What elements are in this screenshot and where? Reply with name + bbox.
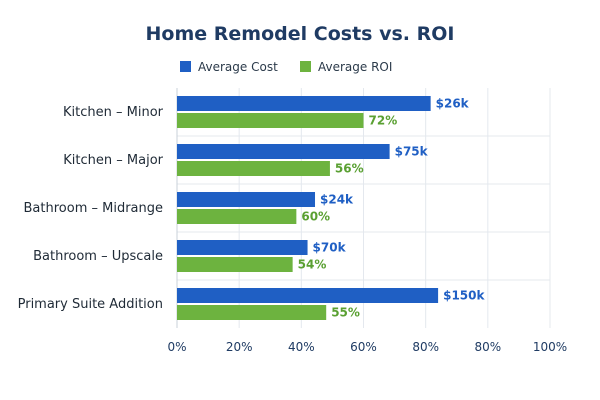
bar-average-cost	[177, 240, 308, 255]
x-tick-label: 100%	[533, 340, 567, 354]
data-label-average-cost: $75k	[395, 145, 429, 159]
bar-average-roi	[177, 257, 293, 272]
bar-average-roi	[177, 209, 297, 224]
x-tick-label: 80%	[474, 340, 501, 354]
data-label-average-cost: $150k	[443, 289, 485, 303]
legend-swatch-average-cost	[180, 61, 191, 72]
chart-title: Home Remodel Costs vs. ROI	[146, 23, 455, 45]
legend: Average Cost Average ROI	[180, 60, 392, 74]
category-label: Kitchen – Minor	[63, 105, 164, 120]
legend-label-average-cost: Average Cost	[198, 60, 278, 74]
category-label: Bathroom – Midrange	[24, 201, 164, 216]
bar-average-roi	[177, 305, 327, 320]
x-tick-label: 40%	[288, 340, 315, 354]
data-label-average-cost: $70k	[313, 241, 347, 255]
category-labels: Kitchen – Minor Kitchen – Major Bathroom –…	[18, 105, 164, 312]
category-label: Bathroom – Upscale	[33, 249, 163, 264]
bars: $26k 72% $75k 56% $24k 60% $70k 54% $150k 55%	[177, 96, 485, 320]
data-label-average-cost: $26k	[436, 97, 470, 111]
data-label-average-roi: 60%	[301, 210, 330, 224]
data-label-average-roi: 72%	[369, 114, 398, 128]
legend-label-average-roi: Average ROI	[318, 60, 392, 74]
bar-average-cost	[177, 144, 390, 159]
bar-average-roi	[177, 161, 330, 176]
data-label-average-roi: 56%	[335, 162, 364, 176]
category-label: Kitchen – Major	[63, 153, 163, 168]
bar-average-cost	[177, 288, 439, 303]
x-tick-label: 20%	[226, 340, 253, 354]
x-axis-ticks: 0% 20% 40% 60% 80% 80% 100%	[167, 340, 567, 354]
category-label: Primary Suite Addition	[18, 297, 163, 312]
data-label-average-roi: 54%	[298, 258, 327, 272]
x-tick-label: 0%	[167, 340, 186, 354]
x-tick-label: 60%	[350, 340, 377, 354]
bar-average-roi	[177, 113, 364, 128]
bar-average-cost	[177, 192, 316, 207]
data-label-average-cost: $24k	[320, 193, 354, 207]
legend-swatch-average-roi	[300, 61, 311, 72]
data-label-average-roi: 55%	[331, 306, 360, 320]
x-tick-label: 80%	[412, 340, 439, 354]
bar-average-cost	[177, 96, 431, 111]
